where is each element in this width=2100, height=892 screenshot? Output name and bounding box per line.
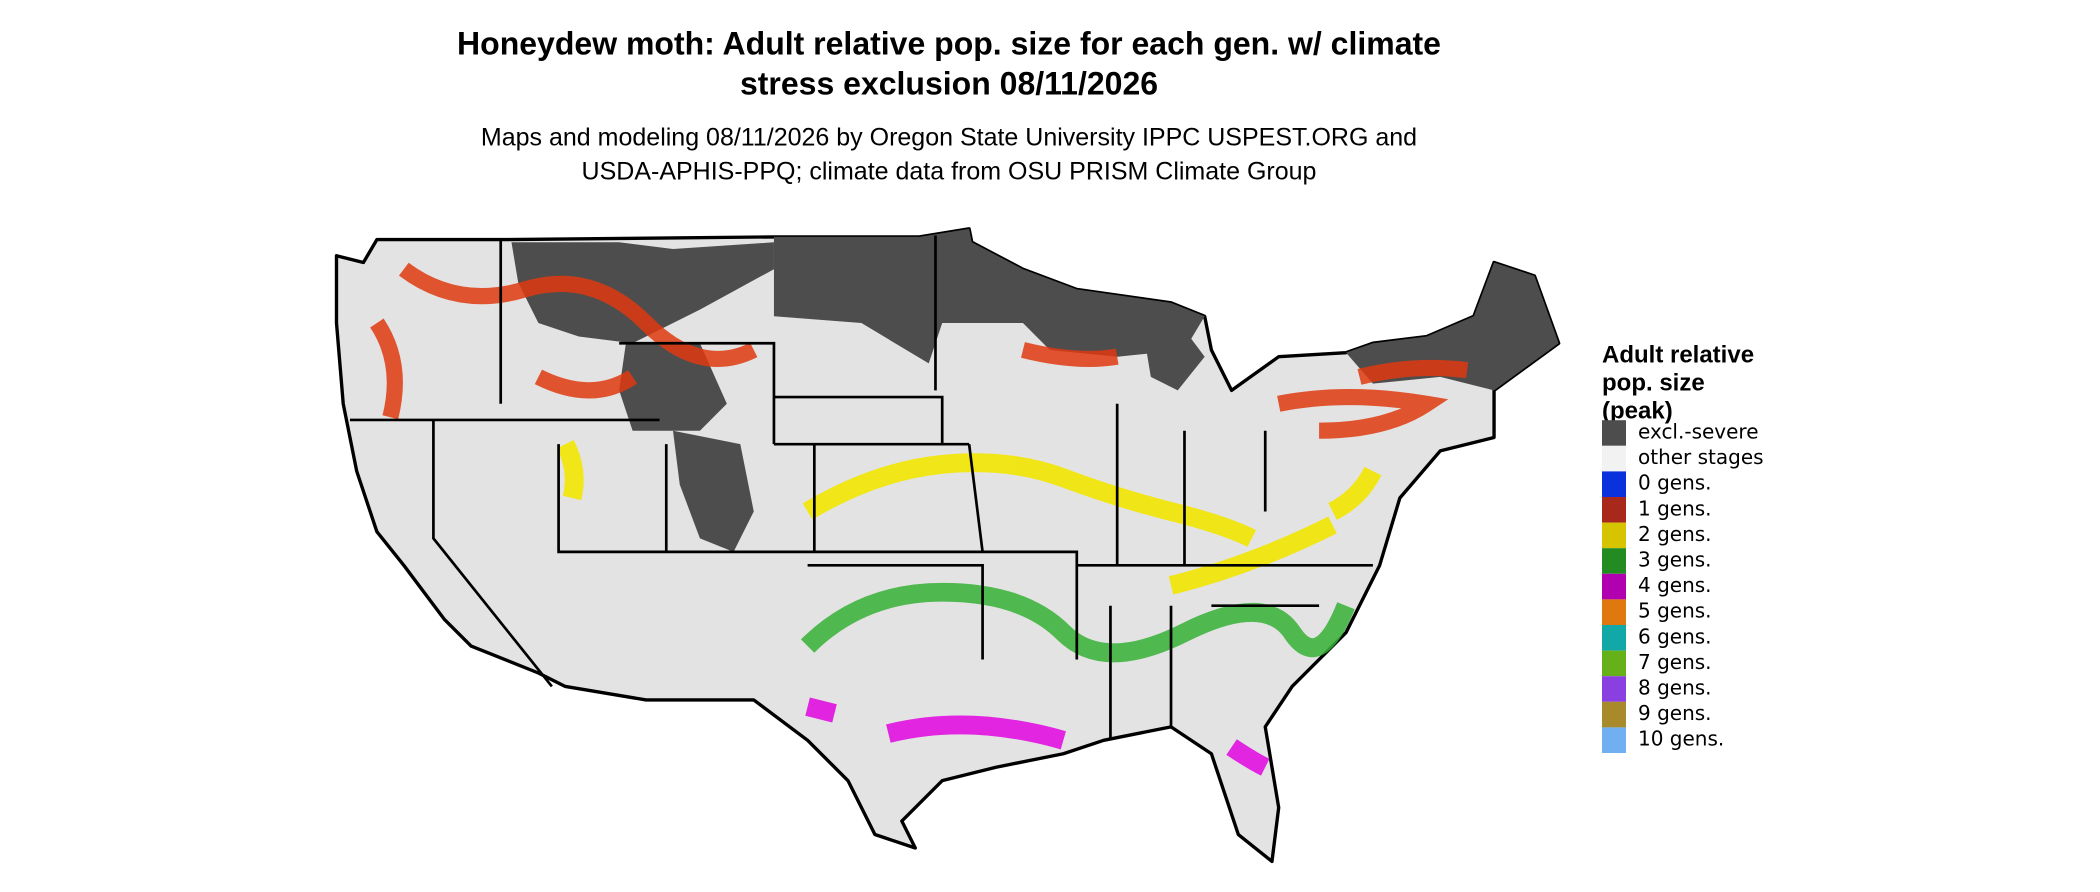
legend-label: 6 gens.	[1638, 624, 1712, 648]
legend-swatch	[1602, 471, 1626, 497]
title-line: Honeydew moth: Adult relative pop. size …	[457, 25, 1441, 61]
excluded-areas	[511, 228, 1559, 552]
legend-swatch	[1602, 497, 1626, 523]
legend-label: 1 gens.	[1638, 496, 1712, 520]
legend-label: 8 gens.	[1638, 676, 1712, 700]
legend-swatch	[1602, 701, 1626, 728]
legend-swatch	[1602, 676, 1626, 702]
legend-swatch	[1602, 445, 1626, 472]
legend-label: excl.-severe	[1638, 420, 1759, 444]
us-outline	[334, 227, 1561, 864]
legend-label: 3 gens.	[1638, 548, 1712, 572]
title-line: stress exclusion 08/11/2026	[740, 65, 1158, 101]
state-borders	[349, 235, 1373, 741]
legend-label: 9 gens.	[1638, 701, 1712, 725]
legend-label: 10 gens.	[1638, 727, 1724, 751]
legend-swatch	[1602, 548, 1626, 574]
subtitle-line: Maps and modeling 08/11/2026 by Oregon S…	[481, 124, 1417, 152]
three-gen-areas	[800, 582, 1355, 663]
legend-swatch	[1602, 625, 1626, 651]
legend-swatch	[1602, 727, 1626, 753]
legend-label: 2 gens.	[1638, 522, 1712, 546]
legend-label: 5 gens.	[1638, 599, 1712, 623]
legend-swatch	[1602, 599, 1626, 625]
legend-label: 0 gens.	[1638, 471, 1712, 495]
legend-label: 7 gens.	[1638, 650, 1712, 674]
legend-swatch	[1602, 522, 1626, 549]
legend-swatch	[1602, 650, 1626, 677]
legend-title-line: Adult relative	[1602, 341, 1754, 368]
legend-title-line: (peak)	[1602, 397, 1673, 424]
one-gen-areas	[370, 262, 1469, 439]
subtitle-line: USDA-APHIS-PPQ; climate data from OSU PR…	[582, 158, 1317, 186]
legend-label: other stages	[1638, 445, 1764, 469]
two-gen-areas	[556, 439, 1382, 595]
legend-title-line: pop. size	[1602, 369, 1705, 396]
four-gen-areas	[805, 697, 1270, 776]
legend-label: 4 gens.	[1638, 573, 1712, 597]
legend-swatch	[1602, 420, 1626, 446]
map	[334, 227, 1561, 864]
legend-swatch	[1602, 573, 1626, 600]
